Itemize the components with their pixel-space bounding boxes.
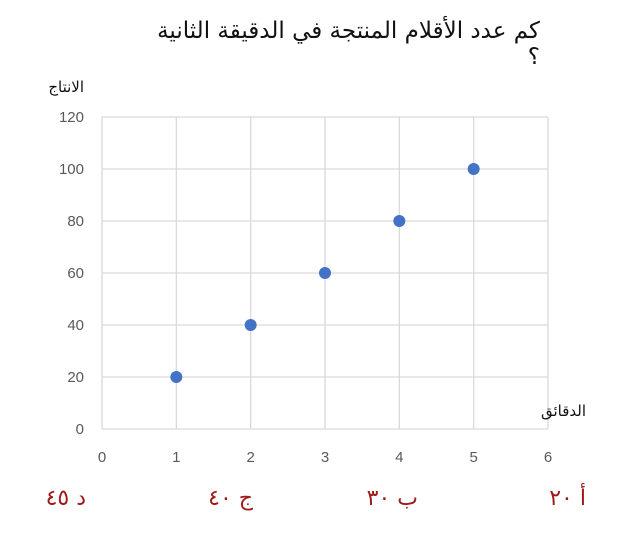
option-d-value: ٤٥ xyxy=(45,486,70,511)
data-point xyxy=(319,267,331,279)
x-tick-label: 3 xyxy=(321,449,329,466)
data-points xyxy=(170,163,480,383)
x-tick-label: 5 xyxy=(469,449,477,466)
x-tick-label: 2 xyxy=(246,449,254,466)
data-point xyxy=(393,215,406,227)
x-tick-label: 4 xyxy=(395,449,403,466)
x-tick-label: 6 xyxy=(544,449,552,466)
y-tick-label: 120 xyxy=(59,109,84,126)
scatter-chart: 0 20 40 60 80 100 120 0 1 2 3 4 5 6 الانتاج الدقائق xyxy=(48,78,586,466)
data-point xyxy=(467,163,480,175)
option-b-value: ٣٠ xyxy=(366,486,391,511)
option-a[interactable]: أ ٢٠ xyxy=(549,486,586,511)
option-b[interactable]: ب ٣٠ xyxy=(367,486,418,511)
option-d[interactable]: د ٤٥ xyxy=(46,486,86,511)
x-tick-labels: 0 1 2 3 4 5 6 xyxy=(98,449,552,466)
y-tick-label: 80 xyxy=(67,213,84,230)
x-tick-label: 0 xyxy=(98,449,106,466)
option-d-letter: د xyxy=(76,486,86,511)
x-axis-title: الدقائق xyxy=(541,402,586,420)
y-axis-title: الانتاج xyxy=(48,78,84,97)
option-a-value: ٢٠ xyxy=(549,486,573,511)
option-c-letter: ج xyxy=(238,486,253,511)
data-point xyxy=(170,371,183,383)
option-c[interactable]: ج ٤٠ xyxy=(208,486,253,511)
y-tick-label: 20 xyxy=(67,369,84,386)
data-point xyxy=(244,319,257,331)
y-tick-label: 0 xyxy=(76,421,84,438)
option-a-letter: أ xyxy=(579,486,586,511)
option-c-value: ٤٠ xyxy=(208,486,232,511)
y-tick-labels: 0 20 40 60 80 100 120 xyxy=(59,109,84,438)
y-tick-label: 100 xyxy=(59,161,84,178)
y-tick-label: 60 xyxy=(67,265,84,282)
y-tick-label: 40 xyxy=(67,317,84,334)
option-b-letter: ب xyxy=(397,486,418,511)
question-text: كم عدد الأقلام المنتجة في الدقيقة الثاني… xyxy=(157,18,540,70)
x-tick-label: 1 xyxy=(172,449,180,466)
